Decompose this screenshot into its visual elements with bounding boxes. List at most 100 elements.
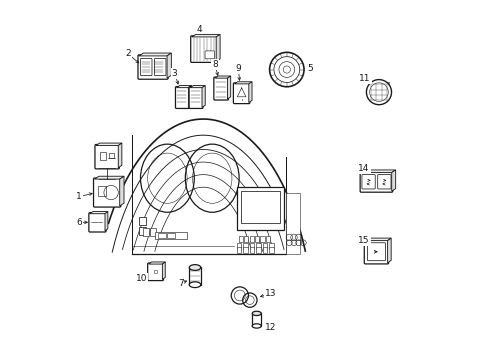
FancyBboxPatch shape	[167, 233, 175, 238]
FancyBboxPatch shape	[143, 228, 148, 236]
Polygon shape	[162, 262, 165, 279]
FancyBboxPatch shape	[154, 58, 165, 76]
FancyBboxPatch shape	[256, 247, 260, 253]
FancyBboxPatch shape	[237, 187, 284, 230]
FancyBboxPatch shape	[377, 175, 390, 189]
Text: 12: 12	[264, 323, 275, 332]
FancyBboxPatch shape	[147, 263, 163, 280]
FancyBboxPatch shape	[268, 243, 273, 249]
FancyBboxPatch shape	[89, 213, 106, 232]
FancyBboxPatch shape	[150, 228, 155, 236]
Polygon shape	[371, 82, 388, 85]
Polygon shape	[386, 82, 388, 100]
FancyBboxPatch shape	[243, 243, 247, 249]
Polygon shape	[191, 35, 220, 37]
Bar	[252, 314, 261, 326]
Polygon shape	[139, 53, 171, 56]
Circle shape	[278, 62, 294, 77]
FancyBboxPatch shape	[268, 247, 273, 253]
Polygon shape	[216, 35, 220, 61]
FancyBboxPatch shape	[108, 153, 113, 158]
FancyBboxPatch shape	[254, 236, 259, 242]
Text: 14: 14	[358, 164, 369, 173]
Text: 2: 2	[125, 49, 130, 58]
FancyBboxPatch shape	[95, 144, 119, 169]
FancyBboxPatch shape	[262, 243, 267, 249]
Text: 11: 11	[359, 75, 370, 84]
FancyBboxPatch shape	[367, 243, 385, 261]
Polygon shape	[391, 170, 395, 191]
FancyBboxPatch shape	[138, 55, 168, 79]
Polygon shape	[148, 262, 165, 264]
FancyBboxPatch shape	[249, 243, 254, 249]
FancyBboxPatch shape	[93, 178, 121, 207]
Polygon shape	[96, 143, 122, 145]
Polygon shape	[176, 86, 191, 87]
FancyBboxPatch shape	[241, 191, 280, 223]
Ellipse shape	[189, 265, 201, 270]
FancyBboxPatch shape	[244, 236, 248, 242]
FancyBboxPatch shape	[204, 51, 214, 59]
Polygon shape	[214, 76, 230, 78]
Ellipse shape	[252, 311, 261, 316]
Text: 5: 5	[306, 64, 312, 73]
Polygon shape	[387, 238, 390, 263]
Polygon shape	[202, 86, 205, 107]
FancyBboxPatch shape	[360, 171, 392, 192]
FancyBboxPatch shape	[236, 243, 241, 249]
Text: D: D	[153, 270, 157, 275]
Text: 7: 7	[178, 279, 183, 288]
FancyBboxPatch shape	[256, 243, 260, 249]
Bar	[189, 267, 201, 285]
FancyBboxPatch shape	[243, 247, 247, 253]
FancyBboxPatch shape	[189, 87, 203, 108]
Ellipse shape	[252, 324, 261, 328]
FancyBboxPatch shape	[361, 175, 374, 189]
Ellipse shape	[189, 282, 201, 288]
Circle shape	[366, 80, 391, 105]
Polygon shape	[90, 212, 108, 214]
FancyBboxPatch shape	[285, 193, 300, 253]
FancyBboxPatch shape	[238, 236, 243, 242]
Text: 8: 8	[212, 60, 218, 69]
Polygon shape	[167, 53, 171, 78]
FancyBboxPatch shape	[158, 233, 165, 238]
FancyBboxPatch shape	[233, 83, 249, 104]
Polygon shape	[190, 86, 205, 87]
Polygon shape	[94, 176, 124, 179]
FancyBboxPatch shape	[139, 217, 145, 225]
Text: 10: 10	[136, 274, 147, 283]
FancyBboxPatch shape	[175, 87, 189, 108]
Text: 4: 4	[197, 24, 202, 33]
Text: 1: 1	[76, 192, 81, 201]
FancyBboxPatch shape	[265, 236, 269, 242]
FancyBboxPatch shape	[140, 58, 152, 76]
Polygon shape	[234, 82, 251, 84]
Polygon shape	[188, 86, 191, 107]
Text: 3: 3	[171, 69, 177, 78]
FancyBboxPatch shape	[249, 236, 253, 242]
Text: 9: 9	[235, 64, 241, 73]
FancyBboxPatch shape	[262, 247, 267, 253]
FancyBboxPatch shape	[236, 247, 241, 253]
Polygon shape	[227, 76, 230, 99]
Text: 15: 15	[357, 236, 369, 245]
Text: 13: 13	[264, 289, 276, 298]
FancyBboxPatch shape	[249, 247, 254, 253]
Circle shape	[269, 52, 304, 87]
Text: 6: 6	[76, 218, 81, 227]
FancyBboxPatch shape	[100, 152, 106, 159]
FancyBboxPatch shape	[260, 236, 264, 242]
Polygon shape	[365, 238, 390, 240]
FancyBboxPatch shape	[364, 239, 388, 264]
FancyBboxPatch shape	[213, 77, 228, 100]
FancyBboxPatch shape	[98, 186, 106, 197]
Polygon shape	[105, 212, 108, 231]
FancyBboxPatch shape	[190, 36, 217, 62]
Polygon shape	[118, 143, 122, 168]
FancyBboxPatch shape	[139, 227, 145, 235]
Polygon shape	[120, 176, 124, 206]
Polygon shape	[361, 170, 395, 172]
FancyBboxPatch shape	[155, 232, 187, 239]
Polygon shape	[248, 82, 251, 103]
